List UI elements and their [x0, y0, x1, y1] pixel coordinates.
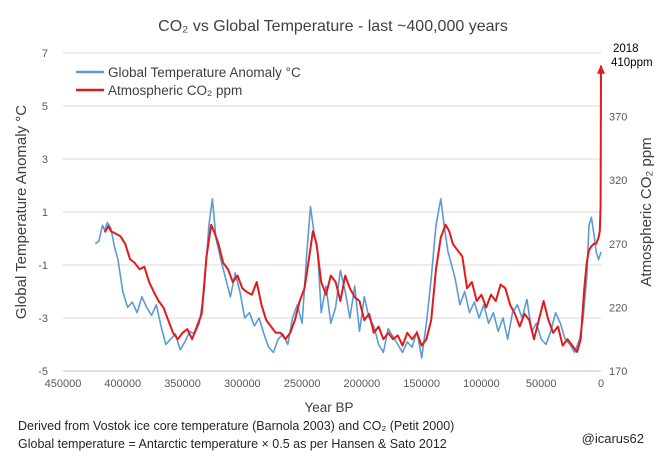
co2-series-line — [103, 65, 602, 353]
right-axis-ticks: 170 220 270 320 370 — [609, 112, 627, 378]
x-axis-ticks: 450000 400000 350000 300000 250000 200000 1500… — [45, 378, 604, 390]
gridlines — [63, 52, 601, 372]
legend: Global Temperature Anomaly °C Atmospheri… — [76, 65, 301, 98]
left-tick-label: -3 — [38, 313, 48, 325]
x-tick-label: 300000 — [224, 378, 261, 390]
right-axis-label: Atmospheric CO₂ ppm — [638, 137, 655, 286]
left-tick-label: -1 — [38, 260, 48, 272]
left-tick-label: 5 — [42, 101, 48, 113]
chart-title: CO₂ vs Global Temperature - last ~400,00… — [158, 18, 508, 35]
legend-label-co2: Atmospheric CO₂ ppm — [108, 83, 242, 98]
annotation-arrowhead — [597, 64, 605, 74]
x-tick-label: 200000 — [344, 378, 381, 390]
left-tick-label: 7 — [42, 48, 48, 60]
x-tick-label: 450000 — [45, 378, 82, 390]
right-tick-label: 170 — [609, 366, 627, 378]
right-tick-label: 270 — [609, 239, 627, 251]
temperature-series-line — [94, 198, 602, 359]
x-tick-label: 50000 — [526, 378, 557, 390]
x-tick-label: 400000 — [104, 378, 141, 390]
left-tick-label: -5 — [38, 366, 48, 378]
series-layer — [94, 64, 605, 359]
footer-source-note: Derived from Vostok ice core temperature… — [18, 419, 455, 433]
x-tick-label: 100000 — [463, 378, 500, 390]
x-tick-label: 0 — [598, 378, 604, 390]
x-tick-label: 250000 — [284, 378, 321, 390]
footer-method-note: Global temperature = Antarctic temperatu… — [18, 437, 447, 451]
right-tick-label: 370 — [609, 112, 627, 124]
left-tick-label: 1 — [42, 207, 48, 219]
annotation-value: 410ppm — [611, 57, 653, 69]
x-axis-label: Year BP — [304, 400, 353, 415]
x-tick-label: 150000 — [403, 378, 440, 390]
x-tick-label: 350000 — [164, 378, 201, 390]
right-tick-label: 320 — [609, 175, 627, 187]
right-tick-label: 220 — [609, 302, 627, 314]
left-axis-ticks: -5 -3 -1 1 3 5 7 — [38, 48, 48, 378]
annotation-year: 2018 — [613, 43, 639, 55]
legend-label-temperature: Global Temperature Anomaly °C — [108, 65, 301, 80]
left-tick-label: 3 — [42, 154, 48, 166]
left-axis-label: Global Temperature Anomaly °C — [13, 105, 30, 319]
author-credit: @icarus62 — [581, 431, 644, 446]
